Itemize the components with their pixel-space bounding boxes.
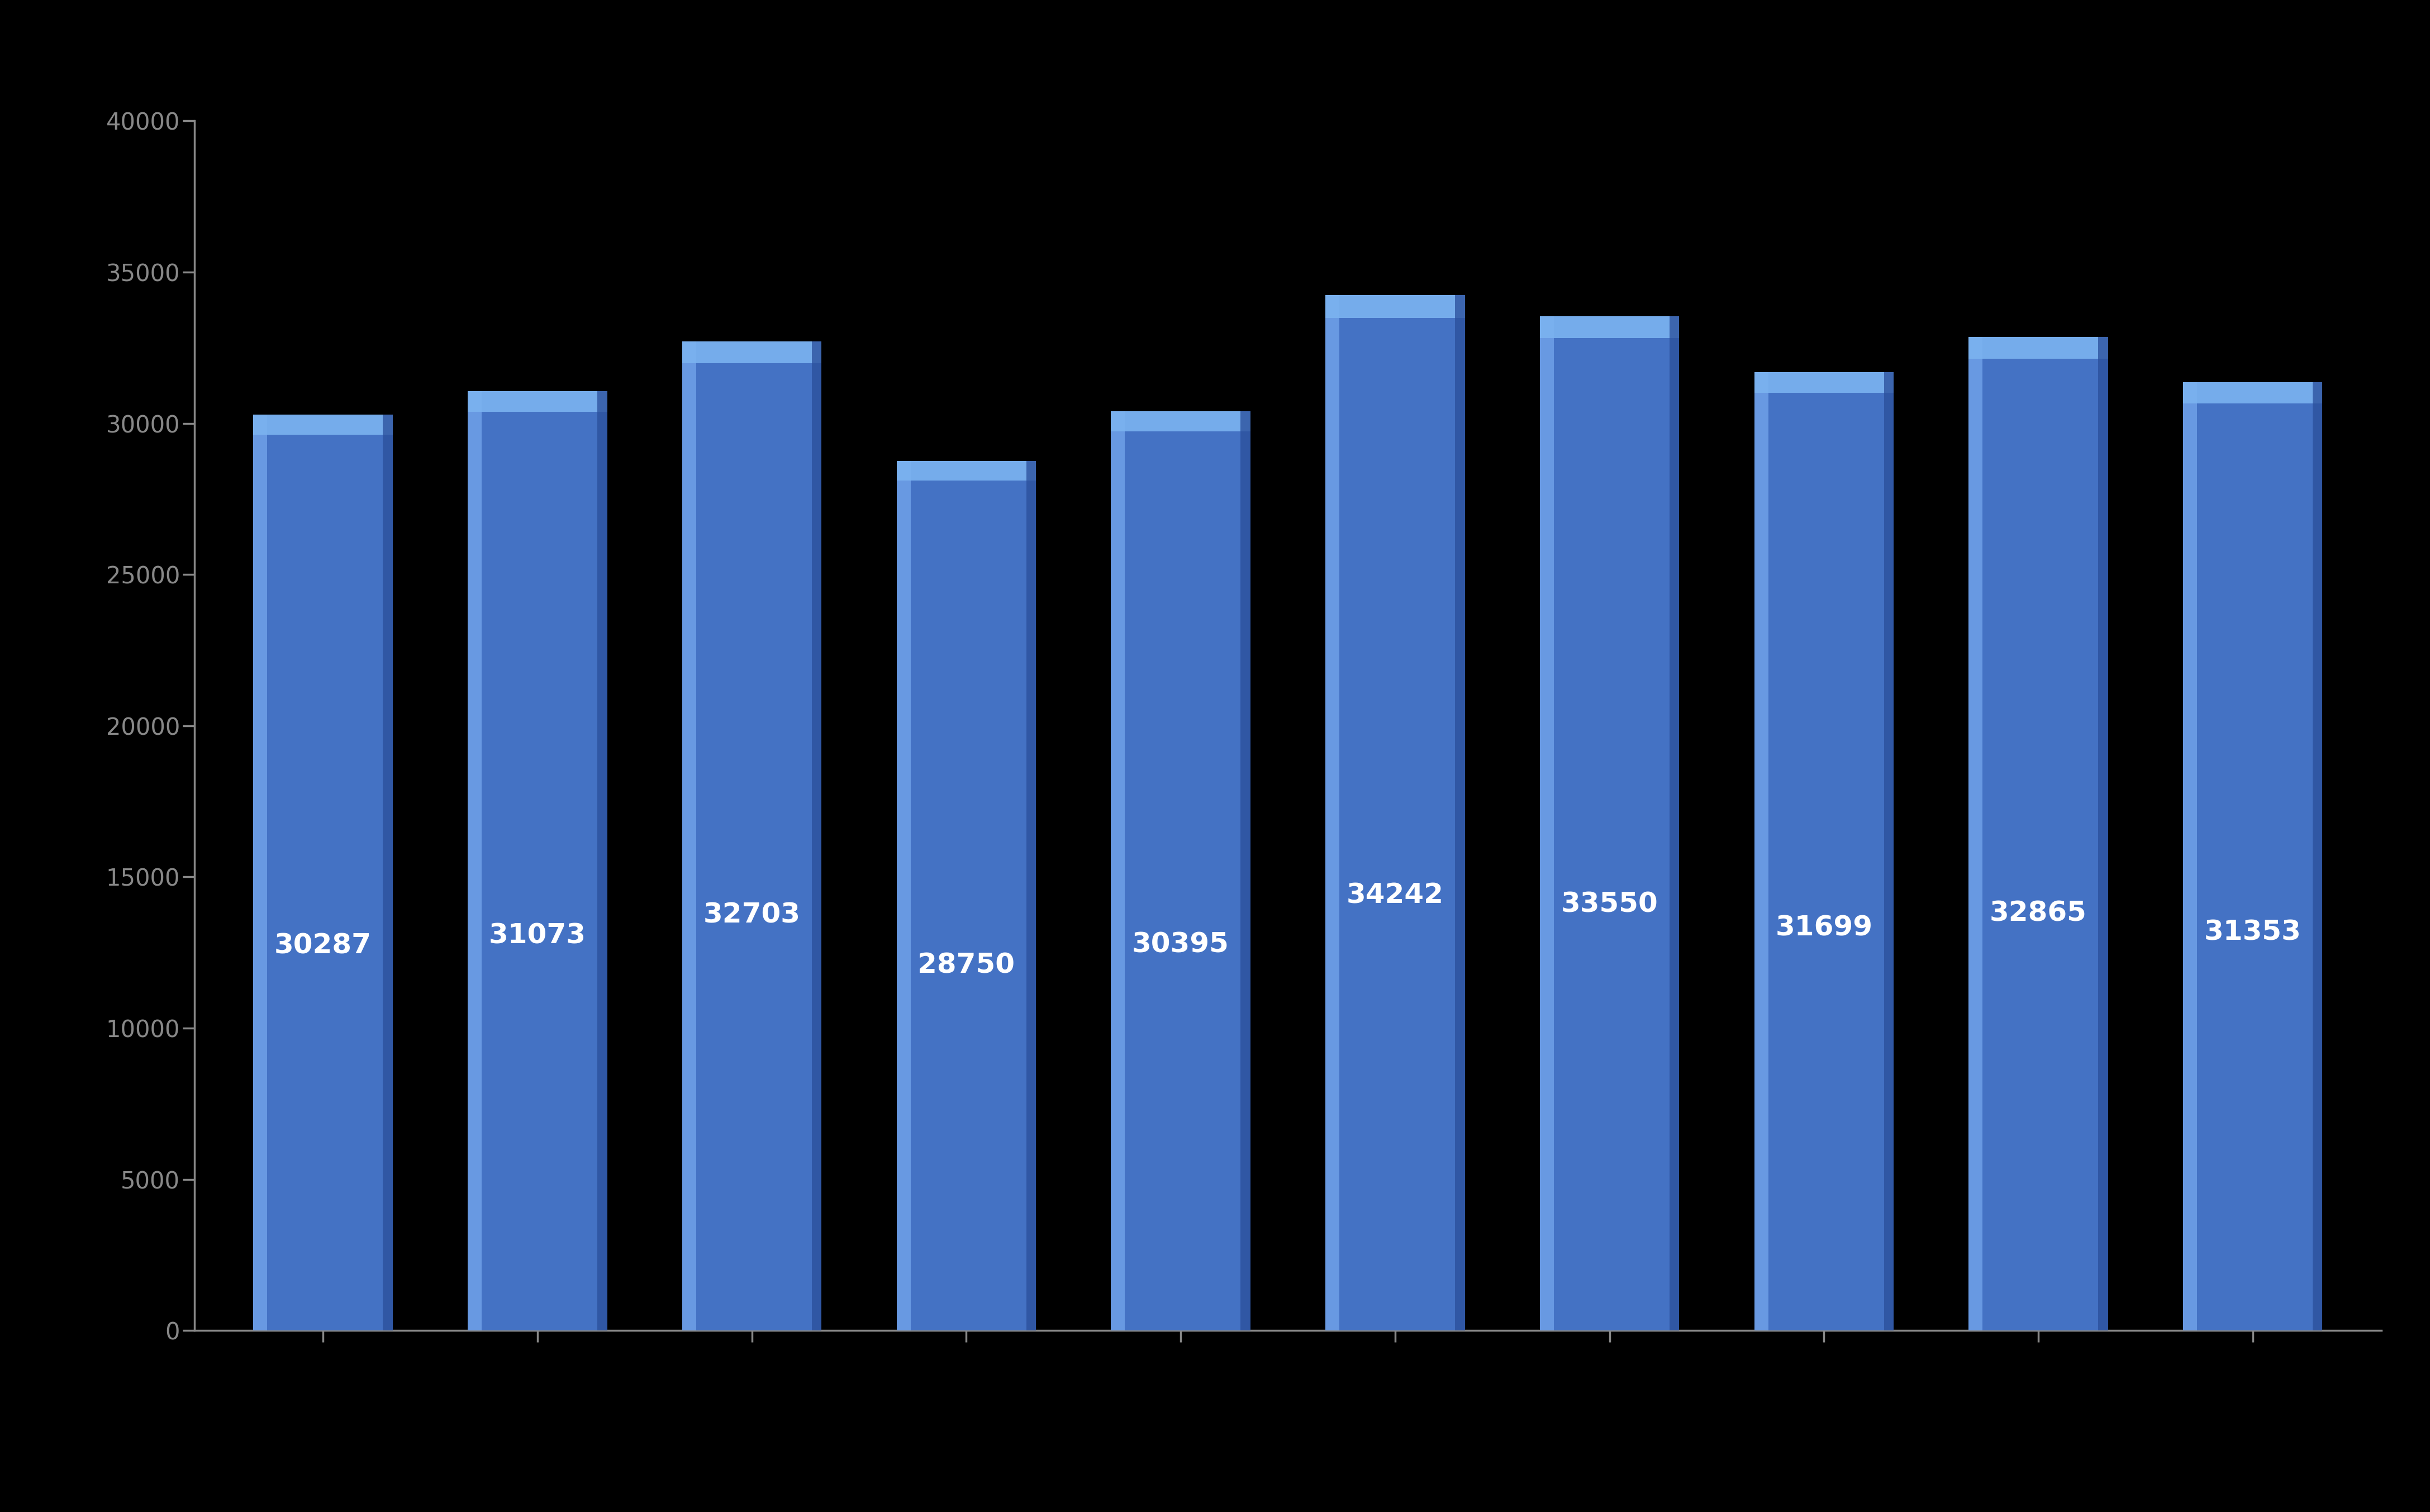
Bar bbox=[683, 342, 821, 1331]
Bar bbox=[1754, 372, 1893, 393]
Text: 30287: 30287 bbox=[275, 933, 372, 959]
Bar bbox=[1324, 295, 1465, 1331]
Bar bbox=[253, 414, 394, 1331]
Bar bbox=[467, 392, 608, 411]
Bar bbox=[1968, 337, 2107, 1331]
Text: 31699: 31699 bbox=[1776, 915, 1874, 942]
Text: 31353: 31353 bbox=[2204, 919, 2301, 947]
Bar bbox=[2182, 383, 2323, 404]
Bar bbox=[1754, 372, 1893, 1331]
Text: 34242: 34242 bbox=[1346, 881, 1443, 909]
Bar bbox=[1883, 372, 1893, 1331]
Bar bbox=[253, 414, 394, 435]
Bar bbox=[2182, 383, 2197, 1331]
Bar bbox=[1324, 295, 1465, 318]
Text: 32865: 32865 bbox=[1990, 900, 2087, 927]
Bar bbox=[897, 461, 1035, 481]
Bar bbox=[897, 461, 1035, 1331]
Bar bbox=[1541, 316, 1553, 1331]
Bar bbox=[1111, 411, 1125, 1331]
Bar bbox=[683, 342, 821, 363]
Bar bbox=[683, 342, 695, 1331]
Bar bbox=[2182, 383, 2323, 1331]
Bar bbox=[1025, 461, 1035, 1331]
Bar bbox=[1541, 316, 1679, 1331]
Bar bbox=[1242, 411, 1251, 1331]
Bar bbox=[467, 392, 608, 1331]
Bar bbox=[1111, 411, 1251, 1331]
Bar bbox=[2097, 337, 2107, 1331]
Bar bbox=[1541, 316, 1679, 339]
Bar bbox=[1754, 372, 1769, 1331]
Bar bbox=[467, 392, 481, 1331]
Bar bbox=[897, 461, 911, 1331]
Text: 31073: 31073 bbox=[488, 922, 586, 950]
Text: 32703: 32703 bbox=[702, 901, 799, 928]
Text: 30395: 30395 bbox=[1132, 931, 1230, 959]
Bar bbox=[1324, 295, 1339, 1331]
Bar bbox=[1968, 337, 2107, 358]
Bar bbox=[2313, 383, 2323, 1331]
Text: 28750: 28750 bbox=[919, 953, 1016, 978]
Bar bbox=[1111, 411, 1251, 431]
Bar bbox=[598, 392, 608, 1331]
Bar bbox=[1669, 316, 1679, 1331]
Bar bbox=[812, 342, 821, 1331]
Bar bbox=[253, 414, 267, 1331]
Bar bbox=[1968, 337, 1983, 1331]
Bar bbox=[1456, 295, 1465, 1331]
Text: 33550: 33550 bbox=[1560, 891, 1657, 918]
Bar bbox=[384, 414, 394, 1331]
